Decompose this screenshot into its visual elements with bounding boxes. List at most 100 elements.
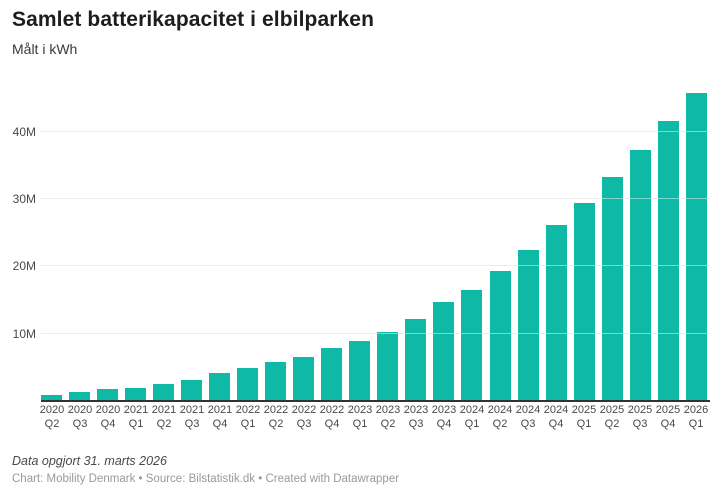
x-tick-quarter: Q1 bbox=[128, 417, 144, 430]
x-tick-year: 2021 bbox=[207, 404, 233, 416]
x-tick-label: 2025 Q4 bbox=[654, 404, 682, 431]
bar-2025-Q3[interactable] bbox=[629, 150, 651, 401]
x-tick-quarter: Q3 bbox=[632, 417, 648, 430]
bar-2021-Q1[interactable] bbox=[125, 387, 147, 401]
x-tick-year: 2020 bbox=[95, 404, 121, 416]
x-tick-year: 2025 bbox=[571, 404, 597, 416]
x-tick-year: 2025 bbox=[655, 404, 681, 416]
bar-2023-Q3[interactable] bbox=[405, 319, 427, 401]
x-tick-label: 2026 Q1 bbox=[682, 404, 710, 431]
data-note: Data opgjort 31. marts 2026 bbox=[12, 454, 167, 468]
x-tick-quarter: Q4 bbox=[212, 417, 228, 430]
x-tick-quarter: Q1 bbox=[688, 417, 704, 430]
x-tick-quarter: Q2 bbox=[268, 417, 284, 430]
bar-2025-Q1[interactable] bbox=[573, 203, 595, 401]
bar-2024-Q2[interactable] bbox=[489, 270, 511, 401]
x-tick-year: 2021 bbox=[123, 404, 149, 416]
bar-2021-Q4[interactable] bbox=[209, 372, 231, 401]
x-tick-year: 2024 bbox=[459, 404, 485, 416]
x-tick-label: 2023 Q2 bbox=[374, 404, 402, 431]
bar-2022-Q1[interactable] bbox=[237, 368, 259, 401]
bar-2026-Q1[interactable] bbox=[685, 93, 707, 401]
x-tick-quarter: Q3 bbox=[184, 417, 200, 430]
x-tick-label: 2021 Q2 bbox=[150, 404, 178, 431]
x-tick-label: 2022 Q3 bbox=[290, 404, 318, 431]
bar-2020-Q2[interactable] bbox=[41, 394, 62, 401]
bar-2022-Q4[interactable] bbox=[321, 347, 343, 401]
x-tick-year: 2026 bbox=[683, 404, 709, 416]
x-tick-quarter: Q3 bbox=[408, 417, 424, 430]
x-tick-year: 2022 bbox=[319, 404, 345, 416]
x-tick-quarter: Q3 bbox=[296, 417, 312, 430]
bar-2022-Q3[interactable] bbox=[293, 356, 315, 401]
x-tick-quarter: Q2 bbox=[492, 417, 508, 430]
x-tick-year: 2024 bbox=[543, 404, 569, 416]
x-tick-year: 2025 bbox=[599, 404, 625, 416]
x-tick-year: 2025 bbox=[627, 404, 653, 416]
x-tick-quarter: Q4 bbox=[324, 417, 340, 430]
bar-2021-Q2[interactable] bbox=[153, 384, 175, 401]
x-tick-label: 2021 Q4 bbox=[206, 404, 234, 431]
x-tick-quarter: Q1 bbox=[240, 417, 256, 430]
bar-2023-Q2[interactable] bbox=[377, 331, 399, 401]
x-tick-year: 2023 bbox=[347, 404, 373, 416]
x-tick-year: 2020 bbox=[39, 404, 65, 416]
x-tick-year: 2021 bbox=[151, 404, 177, 416]
x-tick-label: 2020 Q3 bbox=[66, 404, 94, 431]
x-tick-label: 2025 Q2 bbox=[598, 404, 626, 431]
y-tick-label: 20M bbox=[12, 259, 36, 273]
x-tick-quarter: Q1 bbox=[464, 417, 480, 430]
x-tick-label: 2020 Q4 bbox=[94, 404, 122, 431]
x-tick-label: 2024 Q4 bbox=[542, 404, 570, 431]
bar-2023-Q1[interactable] bbox=[349, 340, 371, 401]
bar-2020-Q4[interactable] bbox=[97, 388, 119, 401]
x-tick-year: 2023 bbox=[431, 404, 457, 416]
bars-container bbox=[41, 86, 707, 401]
x-tick-label: 2023 Q4 bbox=[430, 404, 458, 431]
x-tick-label: 2022 Q1 bbox=[234, 404, 262, 431]
x-tick-quarter: Q3 bbox=[520, 417, 536, 430]
gridline bbox=[41, 265, 710, 266]
page-title: Samlet batterikapacitet i elbilparken bbox=[12, 8, 375, 31]
x-tick-quarter: Q3 bbox=[72, 417, 88, 430]
x-tick-quarter: Q4 bbox=[436, 417, 452, 430]
gridline-overlay bbox=[41, 131, 710, 132]
x-tick-year: 2023 bbox=[403, 404, 429, 416]
bar-2021-Q3[interactable] bbox=[181, 380, 203, 401]
x-tick-label: 2024 Q3 bbox=[514, 404, 542, 431]
x-tick-label: 2025 Q3 bbox=[626, 404, 654, 431]
x-tick-label: 2024 Q2 bbox=[486, 404, 514, 431]
x-tick-year: 2024 bbox=[515, 404, 541, 416]
x-tick-label: 2023 Q1 bbox=[346, 404, 374, 431]
bar-2025-Q4[interactable] bbox=[657, 121, 679, 401]
gridline bbox=[41, 131, 710, 132]
bar-2024-Q3[interactable] bbox=[517, 250, 539, 401]
x-tick-label: 2021 Q1 bbox=[122, 404, 150, 431]
y-tick-label: 10M bbox=[12, 327, 36, 341]
x-tick-year: 2022 bbox=[291, 404, 317, 416]
x-tick-year: 2021 bbox=[179, 404, 205, 416]
x-tick-label: 2025 Q1 bbox=[570, 404, 598, 431]
x-tick-label: 2020 Q2 bbox=[38, 404, 66, 431]
gridline-overlay bbox=[41, 198, 710, 199]
y-tick-label: 30M bbox=[12, 192, 36, 206]
gridline bbox=[41, 198, 710, 199]
x-tick-label: 2024 Q1 bbox=[458, 404, 486, 431]
x-tick-label: 2021 Q3 bbox=[178, 404, 206, 431]
x-tick-label: 2022 Q4 bbox=[318, 404, 346, 431]
bar-2024-Q4[interactable] bbox=[545, 224, 567, 401]
bar-2020-Q3[interactable] bbox=[69, 391, 91, 401]
x-tick-quarter: Q4 bbox=[548, 417, 564, 430]
bar-2023-Q4[interactable] bbox=[433, 302, 455, 401]
chart-subtitle: Målt i kWh bbox=[12, 41, 78, 57]
x-axis-line bbox=[41, 400, 710, 402]
x-tick-quarter: Q4 bbox=[100, 417, 116, 430]
y-tick-label: 40M bbox=[12, 125, 36, 139]
x-tick-year: 2022 bbox=[263, 404, 289, 416]
bar-2025-Q2[interactable] bbox=[601, 177, 623, 401]
bar-2022-Q2[interactable] bbox=[265, 362, 287, 401]
bar-2024-Q1[interactable] bbox=[461, 290, 483, 401]
x-tick-year: 2022 bbox=[235, 404, 261, 416]
x-tick-label: 2022 Q2 bbox=[262, 404, 290, 431]
